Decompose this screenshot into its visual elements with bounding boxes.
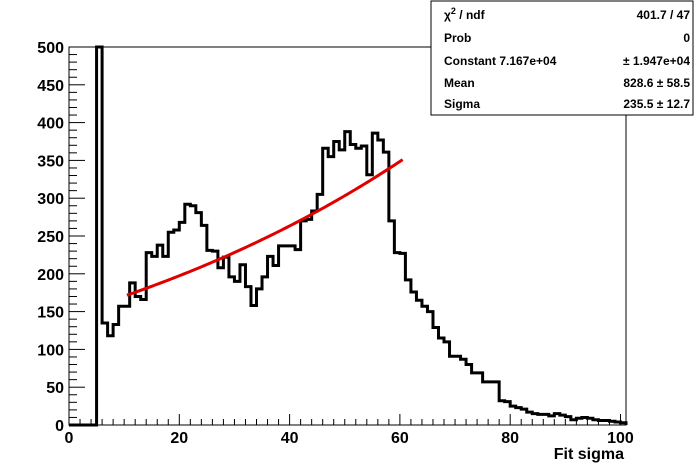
stats-mean-value: 828.6 ± 58.5 xyxy=(623,76,690,90)
stats-sigma-label: Sigma xyxy=(444,97,480,111)
stats-chi-label: χ2 / ndf xyxy=(444,6,486,22)
x-tick-label: 40 xyxy=(281,430,299,447)
y-tick-label: 300 xyxy=(37,191,64,208)
x-axis: 0 20 40 60 80 100 xyxy=(65,414,634,447)
stats-chi-value: 401.7 / 47 xyxy=(637,8,691,22)
y-axis: 0 50 100 150 200 250 300 350 400 450 500 xyxy=(37,40,85,435)
x-tick-label: 0 xyxy=(65,430,74,447)
y-tick-label: 150 xyxy=(37,305,64,322)
y-tick-label: 500 xyxy=(37,40,64,57)
fit-curve xyxy=(126,158,404,297)
y-tick-label: 50 xyxy=(46,380,64,397)
y-tick-label: 100 xyxy=(37,342,64,359)
stats-sigma-value: 235.5 ± 12.7 xyxy=(623,97,690,111)
stats-box: χ2 / ndf 401.7 / 47 Prob 0 Constant 7.16… xyxy=(430,0,694,116)
stats-prob-value: 0 xyxy=(683,31,690,45)
x-tick-label: 100 xyxy=(607,430,634,447)
x-axis-title: Fit sigma xyxy=(554,446,624,463)
x-tick-label: 60 xyxy=(391,430,409,447)
x-tick-label: 20 xyxy=(170,430,188,447)
stats-mean-label: Mean xyxy=(444,76,475,90)
stats-prob-label: Prob xyxy=(444,31,471,45)
x-tick-label: 80 xyxy=(501,430,519,447)
stats-constant-label: Constant 7.167e+04 xyxy=(444,54,557,68)
y-tick-label: 0 xyxy=(55,418,64,435)
y-tick-label: 400 xyxy=(37,116,64,133)
y-tick-label: 250 xyxy=(37,229,64,246)
histogram-series xyxy=(69,45,628,427)
y-tick-label: 200 xyxy=(37,267,64,284)
stats-constant-value: ± 1.947e+04 xyxy=(623,54,690,68)
y-tick-label: 350 xyxy=(37,153,64,170)
y-tick-label: 450 xyxy=(37,78,64,95)
